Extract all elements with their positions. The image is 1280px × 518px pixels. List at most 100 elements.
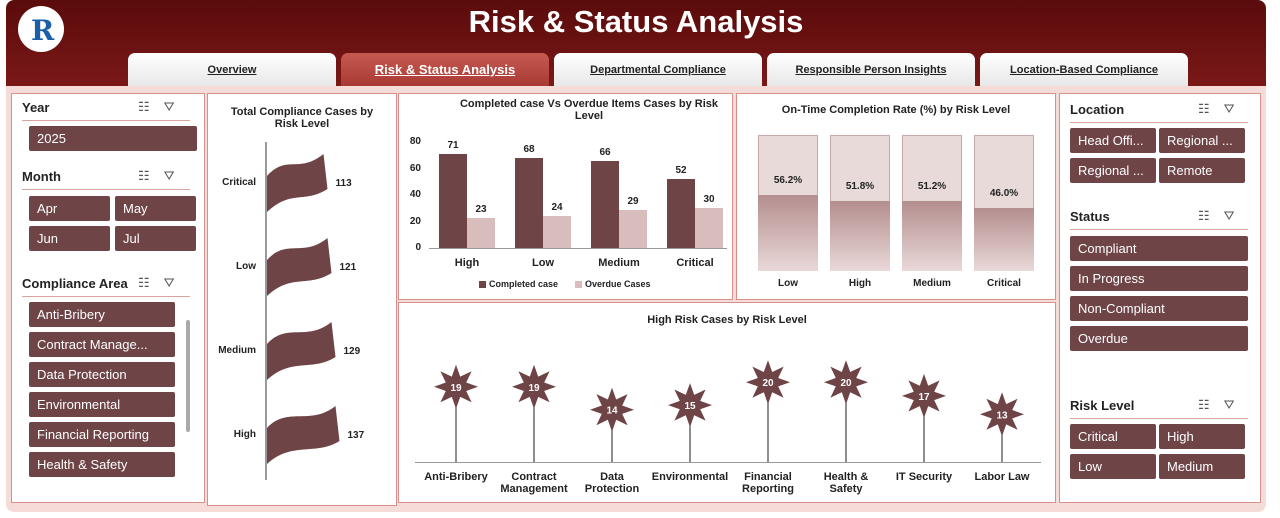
clear-filter-icon[interactable]: ⛛ (163, 168, 189, 183)
area-chip[interactable]: Health & Safety (29, 452, 175, 477)
chart-title: On-Time Completion Rate (%) by Risk Leve… (781, 104, 1011, 116)
completed-vs-overdue-chart: Completed case Vs Overdue Items Cases by… (398, 93, 733, 300)
bar-high-1 (467, 217, 495, 248)
clear-filter-icon[interactable]: ⛛ (1223, 397, 1249, 412)
location-chip[interactable]: Regional ... (1159, 128, 1245, 153)
area-slicer-tools[interactable]: ☷⛛ (138, 275, 189, 291)
y-tick-label: 0 (415, 242, 421, 253)
location-chip[interactable]: Regional ... (1070, 158, 1156, 183)
x-category-label: Low (532, 257, 554, 269)
flag-critical (267, 154, 328, 212)
multiselect-icon[interactable]: ☷ (138, 168, 164, 183)
clear-filter-icon[interactable]: ⛛ (163, 99, 189, 114)
rate-value-label: 51.2% (917, 181, 947, 193)
year-slicer-title: Year (22, 100, 50, 115)
divider (22, 296, 190, 297)
multiselect-icon[interactable]: ☷ (138, 99, 164, 114)
area-chip[interactable]: Environmental (29, 392, 175, 417)
bar-medium-1 (619, 209, 647, 248)
tab-responsible-person-insights[interactable]: Responsible Person Insights (767, 53, 975, 86)
divider (1070, 122, 1248, 123)
x-category-label: Critical (987, 278, 1021, 289)
chart-title: Total Compliance Cases by Risk Level (230, 106, 374, 130)
star-contract-management (512, 364, 556, 409)
multiselect-icon[interactable]: ☷ (1198, 397, 1224, 412)
area-chip[interactable]: Contract Manage... (29, 332, 175, 357)
x-category-label: Labor Law (974, 471, 1030, 483)
clear-filter-icon[interactable]: ⛛ (1223, 208, 1249, 223)
year-chip[interactable]: 2025 (29, 126, 197, 151)
rate-fill-high (830, 200, 890, 271)
risk-chip[interactable]: High (1159, 424, 1245, 449)
total-cases-chart: Total Compliance Cases by Risk Level Cri… (207, 93, 397, 506)
location-chip[interactable]: Remote (1159, 158, 1245, 183)
star-environmental (668, 383, 712, 428)
month-chip[interactable]: Apr (29, 196, 110, 221)
star-value-label: 15 (684, 401, 696, 412)
location-slicer-title: Location (1070, 102, 1125, 117)
x-category-label: IT Security (895, 471, 953, 483)
x-category-label: Medium (913, 278, 951, 289)
clear-filter-icon[interactable]: ⛛ (163, 275, 189, 290)
flag-value-label: 129 (343, 346, 361, 357)
x-axis (429, 248, 727, 249)
year-slicer-tools[interactable]: ☷⛛ (138, 99, 189, 115)
dashboard-frame: R Risk & Status Analysis Overview Risk & … (6, 0, 1266, 512)
bar-value-label: 66 (599, 146, 611, 158)
bar-value-label: 23 (475, 203, 487, 215)
month-slicer-tools[interactable]: ☷⛛ (138, 168, 189, 184)
flag-medium (267, 322, 336, 380)
bar-critical-1 (695, 208, 723, 248)
divider (1070, 418, 1248, 419)
flag-value-label: 113 (335, 178, 352, 189)
risk-slicer-tools[interactable]: ☷⛛ (1198, 397, 1249, 413)
flag-low (267, 238, 332, 296)
status-chip[interactable]: In Progress (1070, 266, 1248, 291)
bar-critical-0 (667, 179, 695, 248)
location-chip[interactable]: Head Offi... (1070, 128, 1156, 153)
multiselect-icon[interactable]: ☷ (1198, 208, 1224, 223)
risk-chip[interactable]: Medium (1159, 454, 1245, 479)
area-chip[interactable]: Financial Reporting (29, 422, 175, 447)
x-axis (415, 462, 1041, 463)
area-chip[interactable]: Anti-Bribery (29, 302, 175, 327)
clear-filter-icon[interactable]: ⛛ (1223, 101, 1249, 116)
risk-chip[interactable]: Critical (1070, 424, 1156, 449)
status-chip[interactable]: Non-Compliant (1070, 296, 1248, 321)
tab-departmental-compliance[interactable]: Departmental Compliance (554, 53, 762, 86)
location-slicer-tools[interactable]: ☷⛛ (1198, 101, 1249, 117)
star-value-label: 19 (450, 383, 462, 394)
month-chip[interactable]: Jun (29, 226, 110, 251)
bar-value-label: 29 (627, 195, 639, 207)
status-chip[interactable]: Compliant (1070, 236, 1248, 261)
tab-overview[interactable]: Overview (128, 53, 336, 86)
star-value-label: 20 (840, 378, 852, 389)
status-slicer-tools[interactable]: ☷⛛ (1198, 208, 1249, 224)
rate-fill-critical (974, 208, 1034, 271)
rate-value-label: 56.2% (773, 174, 803, 186)
star-financial-reporting (746, 360, 790, 405)
chart-axis (265, 142, 267, 480)
flag-category-label: Critical (222, 177, 256, 188)
flag-value-label: 137 (347, 430, 365, 441)
risk-chip[interactable]: Low (1070, 454, 1156, 479)
page-title: Risk & Status Analysis (468, 4, 804, 39)
x-category-label: Critical (676, 257, 714, 269)
flag-category-label: Medium (218, 345, 256, 356)
area-chip[interactable]: Data Protection (29, 362, 175, 387)
month-chip[interactable]: May (115, 196, 196, 221)
month-chip[interactable]: Jul (115, 226, 196, 251)
x-category-label: Financial Reporting (742, 471, 794, 495)
rate-fill-medium (902, 201, 962, 271)
rate-fill-low (758, 194, 818, 271)
area-scrollbar[interactable] (186, 320, 190, 432)
multiselect-icon[interactable]: ☷ (1198, 101, 1224, 116)
bar-medium-0 (591, 160, 619, 248)
tab-risk-status-analysis[interactable]: Risk & Status Analysis (341, 53, 549, 86)
status-chip[interactable]: Overdue (1070, 326, 1248, 351)
bar-high-0 (439, 153, 467, 248)
bar-value-label: 52 (675, 165, 687, 177)
flag-value-label: 121 (339, 262, 357, 273)
tab-location-based-compliance[interactable]: Location-Based Compliance (980, 53, 1188, 86)
multiselect-icon[interactable]: ☷ (138, 275, 164, 290)
